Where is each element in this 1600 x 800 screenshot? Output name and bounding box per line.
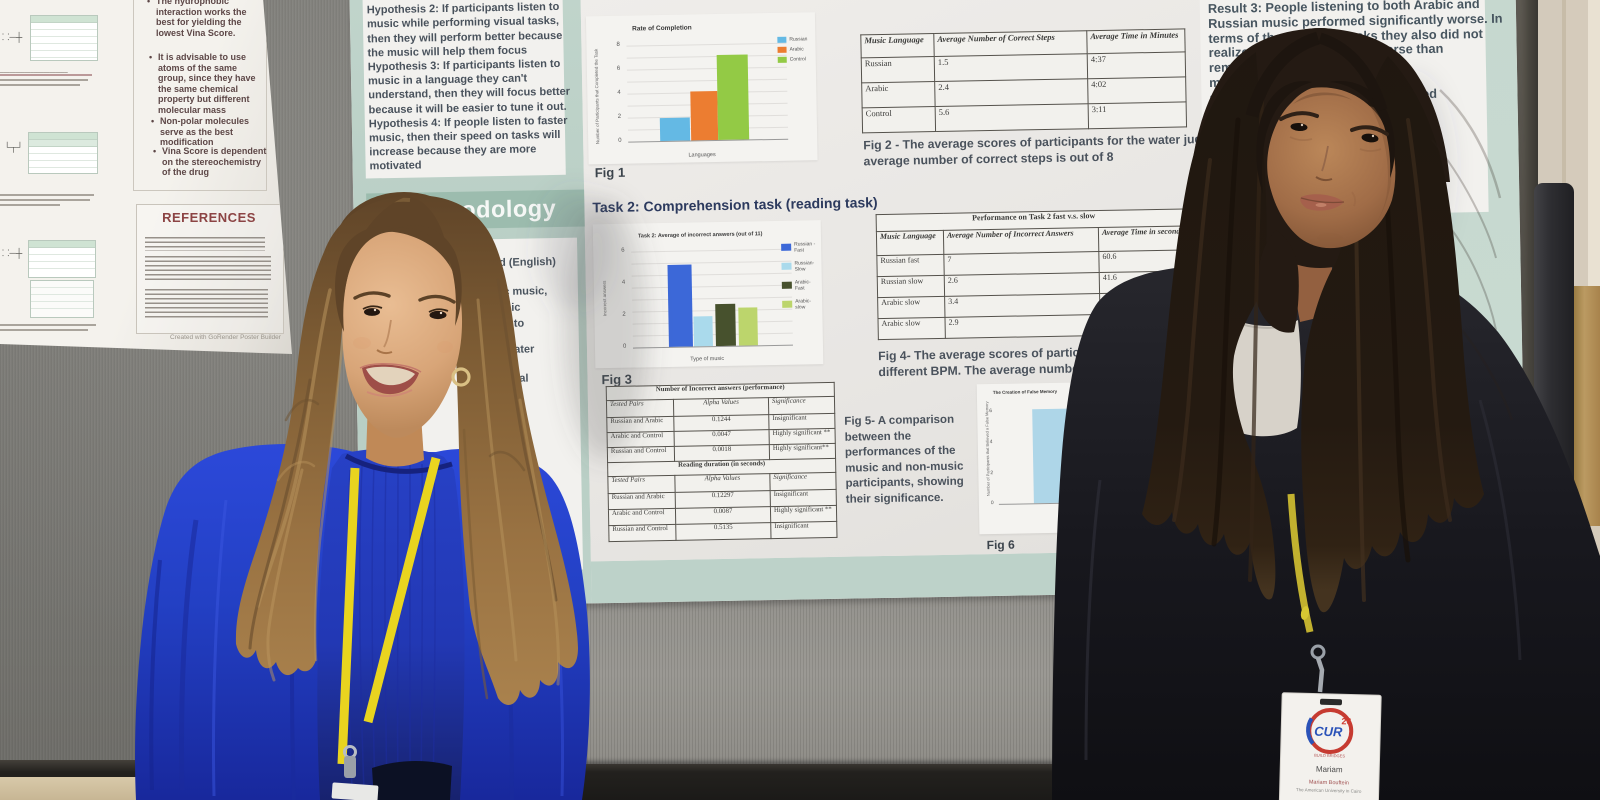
svg-text:Mariam: Mariam	[1316, 765, 1343, 775]
svg-text:The American University in Cai: The American University in Cairo	[1296, 787, 1362, 794]
svg-text:Mariam Bouftein: Mariam Bouftein	[1309, 779, 1349, 786]
svg-text:BUILD BRIDGES: BUILD BRIDGES	[1314, 753, 1345, 759]
svg-text:CUR: CUR	[1314, 724, 1343, 740]
svg-text:26: 26	[1341, 716, 1351, 726]
